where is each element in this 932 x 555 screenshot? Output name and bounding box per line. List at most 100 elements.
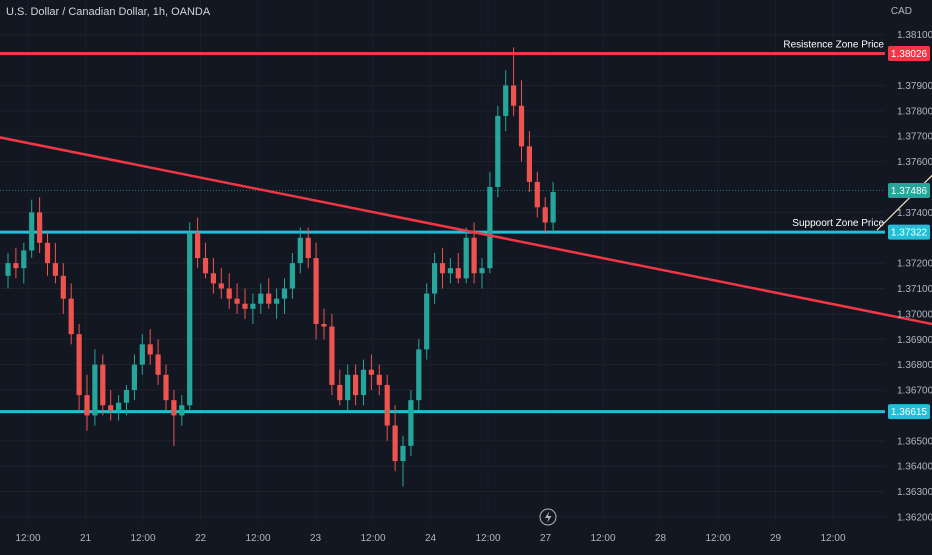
- candle-body: [281, 288, 288, 299]
- candle-body: [432, 263, 438, 294]
- candle-body: [337, 384, 343, 401]
- candle-body: [139, 344, 145, 365]
- price-tick-label: 1.37400: [897, 208, 932, 219]
- time-tick-label: 21: [80, 533, 92, 544]
- candle-body: [345, 374, 351, 401]
- candle-body: [131, 364, 137, 391]
- candle-body: [202, 258, 209, 274]
- time-tick-label: 23: [310, 533, 322, 544]
- time-tick-label: 27: [540, 533, 552, 544]
- price-tick-label: 1.37700: [897, 132, 932, 143]
- target-arrow: [876, 174, 932, 231]
- candle-body: [518, 105, 525, 147]
- candle-body: [526, 146, 532, 182]
- lightning-icon: [539, 508, 557, 526]
- time-tick-label: 12:00: [360, 533, 385, 544]
- candle-body: [44, 242, 51, 264]
- candle-body: [100, 364, 106, 406]
- time-tick-label: 12:00: [475, 533, 500, 544]
- candle-body: [297, 237, 303, 264]
- support-price-tag: 1.36615: [891, 407, 928, 418]
- candle-body: [392, 425, 398, 462]
- candle-body: [37, 212, 43, 243]
- price-tick-label: 1.36300: [897, 487, 932, 498]
- price-tick-label: 1.37100: [897, 284, 932, 295]
- support-price-tag-bg: [888, 404, 930, 420]
- currency-label: CAD: [890, 6, 912, 17]
- candle-body: [313, 258, 319, 325]
- time-tick-label: 24: [425, 533, 437, 544]
- support-level-label: Suppoort Zone Price: [792, 218, 884, 229]
- candle-body: [479, 268, 485, 274]
- candle-body: [68, 298, 74, 335]
- symbol-title[interactable]: U.S. Dollar / Canadian Dollar, 1h, OANDA: [6, 6, 211, 18]
- candle-body: [60, 275, 66, 299]
- price-tick-label: 1.37900: [897, 81, 932, 92]
- time-tick-label: 12:00: [705, 533, 730, 544]
- time-tick-label: 12:00: [820, 533, 845, 544]
- time-tick-label: 29: [770, 533, 782, 544]
- price-tick-label: 1.36500: [897, 436, 932, 447]
- candle-body: [305, 237, 311, 259]
- candle-body: [13, 263, 19, 269]
- price-tick-label: 1.36400: [897, 462, 932, 473]
- candle-body: [76, 334, 82, 396]
- candle-body: [503, 85, 509, 116]
- candle-body: [542, 207, 548, 223]
- last-price-tag-bg: [888, 183, 930, 199]
- candle-body: [195, 232, 201, 259]
- price-tick-label: 1.36200: [897, 512, 932, 523]
- candle-body: [163, 374, 169, 401]
- candle-body: [92, 364, 98, 416]
- time-tick-label: 12:00: [590, 533, 615, 544]
- resistance-level-label: Resistence Zone Price: [783, 39, 884, 50]
- candle-body: [226, 288, 232, 299]
- price-tick-label: 1.36900: [897, 335, 932, 346]
- candle-body: [21, 250, 27, 269]
- price-axis[interactable]: 1.38100 1.37900 1.37800 1.37700 1.37600 1.374…: [888, 30, 932, 523]
- candle-body: [487, 186, 493, 269]
- trendline: [0, 136, 932, 326]
- time-tick-label: 22: [195, 533, 207, 544]
- resistance-price-tag-bg: [888, 45, 930, 61]
- candle-body: [123, 390, 130, 403]
- candle-body: [463, 237, 469, 279]
- last-price-tag: 1.37486: [891, 186, 928, 197]
- candle-body: [187, 232, 193, 406]
- candle-body: [218, 283, 224, 289]
- candle-body: [321, 324, 327, 327]
- candle-body: [534, 181, 540, 208]
- candle-body: [353, 374, 359, 396]
- candle-body: [400, 445, 406, 462]
- horizontal-levels: Resistence Zone Price Suppoort Zone Price: [0, 39, 885, 414]
- candles: [5, 47, 556, 487]
- candle-body: [116, 402, 122, 411]
- candle-body: [266, 293, 272, 304]
- time-tick-label: 12:00: [15, 533, 40, 544]
- candle-body: [455, 268, 461, 279]
- support-price-tag-bg: [888, 224, 930, 240]
- candle-body: [242, 303, 248, 309]
- support-price-tag: 1.37322: [891, 228, 928, 239]
- candle-body: [5, 263, 11, 276]
- candle-body: [179, 405, 185, 416]
- candle-body: [147, 344, 153, 355]
- candle-body: [416, 349, 422, 401]
- candle-body: [471, 237, 477, 274]
- time-axis[interactable]: 12:00 21 12:00 22 12:00 23 12:00 24 12:00 27 12:00…: [15, 508, 846, 544]
- time-tick-label: 12:00: [130, 533, 155, 544]
- candle-body: [258, 293, 264, 304]
- candle-body: [495, 115, 501, 187]
- candle-body: [408, 400, 414, 446]
- drawings: [0, 136, 932, 326]
- price-tick-label: 1.37800: [897, 106, 932, 117]
- candle-body: [234, 298, 240, 304]
- candle-body: [439, 263, 446, 274]
- candle-body: [250, 303, 256, 309]
- candle-body: [511, 85, 517, 106]
- time-tick-label: 12:00: [245, 533, 270, 544]
- candle-body: [376, 374, 382, 385]
- time-tick-label: 28: [655, 533, 667, 544]
- candle-body: [550, 192, 556, 223]
